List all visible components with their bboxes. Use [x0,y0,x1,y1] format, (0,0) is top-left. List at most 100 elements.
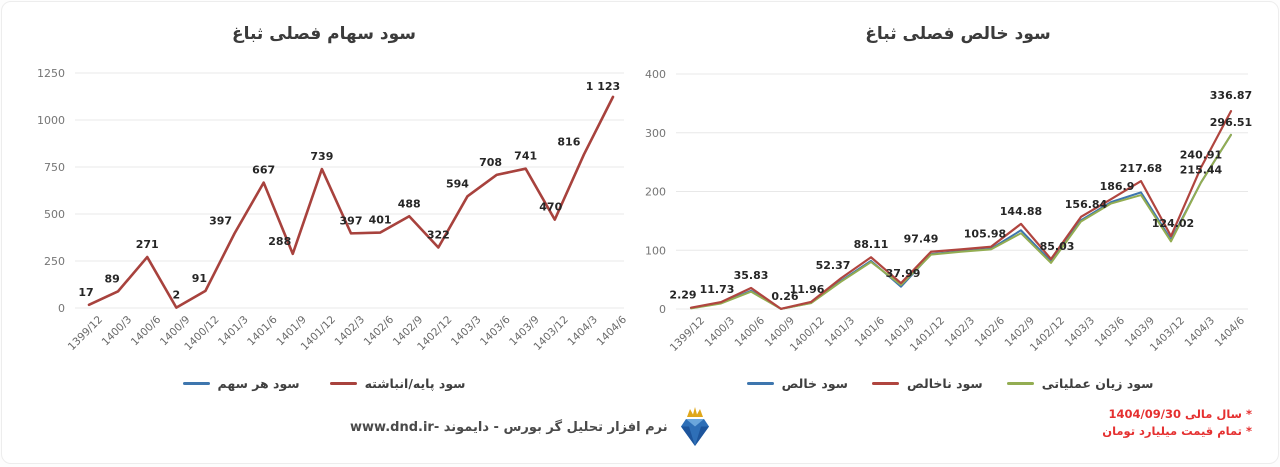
crown-icon [686,407,703,417]
footnote-fiscal-year: * سال مالی 1404/09/30 [1108,407,1252,421]
data-point-label: 17 [78,286,93,299]
diamond-icon [680,419,709,446]
diamond-facet-right [694,426,709,446]
footnotes: * سال مالی 1404/09/30 * تمام قیمت میلیار… [1102,406,1252,440]
data-point-label: 397 [340,214,363,227]
data-point-label: 741 [514,150,537,163]
diamond-facet-left [680,426,695,446]
y-axis-tick-label: 1000 [37,114,65,127]
legend-item[interactable]: سود ناخالص [871,376,983,391]
data-point-label: 739 [310,150,333,163]
y-axis-tick-label: 300 [645,127,666,140]
data-point-label: 667 [252,164,275,177]
data-point-label: 401 [369,214,392,227]
data-point-label: 2 [173,289,181,302]
legend-item[interactable]: سود هر سهم [182,376,300,391]
legend-label: سود ناخالص [906,376,983,391]
x-axis-tick-label: 1399/12 [66,314,105,353]
data-point-label: 708 [479,156,502,169]
footnote-unit: * تمام قیمت میلیارد تومان [1102,424,1252,438]
data-point-label: 336.87 [1210,89,1252,102]
legend-swatch [329,382,357,385]
data-point-label: 240.91 [1180,148,1222,161]
x-axis-tick-label: 1401/6 [245,313,280,348]
y-axis-tick-label: 250 [44,255,65,268]
legend-label: سود هر سهم [217,376,300,391]
data-point-label: 11.96 [790,283,825,296]
x-axis-tick-label: 1400/3 [100,314,135,349]
data-point-label: 89 [104,272,119,285]
brand-name: نرم افزار تحلیل گر بورس - دایموند - [433,419,668,435]
y-axis-tick-label: 500 [44,208,65,221]
x-axis-tick-label: 1399/12 [668,315,707,354]
legend-item[interactable]: سود زیان عملیاتی [1006,376,1154,391]
left-chart-title: سود سهام فصلی ثباغ [232,24,416,44]
x-axis-tick-label: 1402/3 [333,314,368,349]
data-point-label: 52.37 [816,259,851,272]
data-point-label: 322 [427,228,450,241]
diamond-logo [680,407,709,446]
x-axis-tick-label: 1404/6 [1213,314,1248,349]
data-point-label: 88.11 [854,238,889,251]
legend-swatch [746,382,774,385]
x-axis-tick-label: 1403/3 [1063,315,1098,350]
legend-label: سود زیان عملیاتی [1041,376,1154,391]
data-point-label: 816 [557,136,580,149]
x-axis-tick-label: 1401/3 [823,315,858,350]
y-axis-tick-label: 0 [58,302,65,315]
y-axis-tick-label: 400 [645,68,666,81]
x-axis-tick-label: 1402/3 [943,315,978,350]
data-point-label: 156.84 [1065,198,1108,211]
x-axis-tick-label: 1402/6 [362,313,397,348]
footer-brand: نرم افزار تحلیل گر بورس - دایموند -www.d… [350,406,710,448]
data-point-label: 215.44 [1180,163,1223,176]
right-chart-title: سود خالص فصلی ثباغ [865,24,1051,44]
x-axis-tick-label: 1403/6 [478,313,513,348]
x-axis-tick-label: 1401/6 [853,314,888,349]
right-chart-legend: سود خالص سود ناخالص سود زیان عملیاتی [650,376,1250,391]
data-point-label: 0.26 [771,290,798,303]
series-line [87,95,615,309]
data-point-label: 144.88 [1000,205,1042,218]
y-axis-tick-label: 750 [44,161,65,174]
data-point-label: 11.73 [700,283,735,296]
data-point-label: 105.98 [964,228,1006,241]
data-point-label: 288 [268,235,291,248]
data-point-label: 488 [398,197,421,210]
data-point-label: 217.68 [1120,162,1162,175]
y-axis-tick-label: 200 [645,186,666,199]
series-line [689,109,1233,310]
data-point-label: 37.99 [886,267,921,280]
x-axis-tick-label: 1401/3 [216,314,251,349]
series-line [690,133,1232,310]
legend-item[interactable]: سود خالص [746,376,848,391]
legend-label: سود پایه/انباشته [364,376,466,391]
brand-url[interactable]: www.dnd.ir [350,419,434,435]
data-point-label: 2.29 [669,289,696,302]
legend-swatch [1006,382,1034,385]
data-point-label: 35.83 [734,269,769,282]
y-axis-tick-label: 1250 [37,67,65,80]
x-axis-tick-label: 1402/6 [973,314,1008,349]
data-point-label: 1 123 [586,80,620,93]
legend-swatch [871,382,899,385]
left-chart-legend: سود هر سهم سود پایه/انباشته [2,376,646,391]
data-point-label: 186.9 [1100,180,1135,193]
diamond-facet-top [685,419,704,427]
legend-swatch [182,382,210,385]
data-point-label: 97.49 [904,233,939,246]
series-line [88,95,614,309]
data-point-label: 470 [539,201,562,214]
data-point-label: 91 [192,272,207,285]
data-point-label: 271 [136,238,159,251]
data-point-label: 85.03 [1040,240,1075,253]
y-axis-tick-label: 100 [645,244,666,257]
data-point-label: 296.51 [1210,116,1252,129]
x-axis-tick-label: 1400/3 [703,315,738,350]
legend-item[interactable]: سود پایه/انباشته [329,376,466,391]
data-point-label: 124.02 [1152,217,1194,230]
x-axis-tick-label: 1404/3 [565,314,600,349]
x-axis-tick-label: 1404/3 [1183,315,1218,350]
